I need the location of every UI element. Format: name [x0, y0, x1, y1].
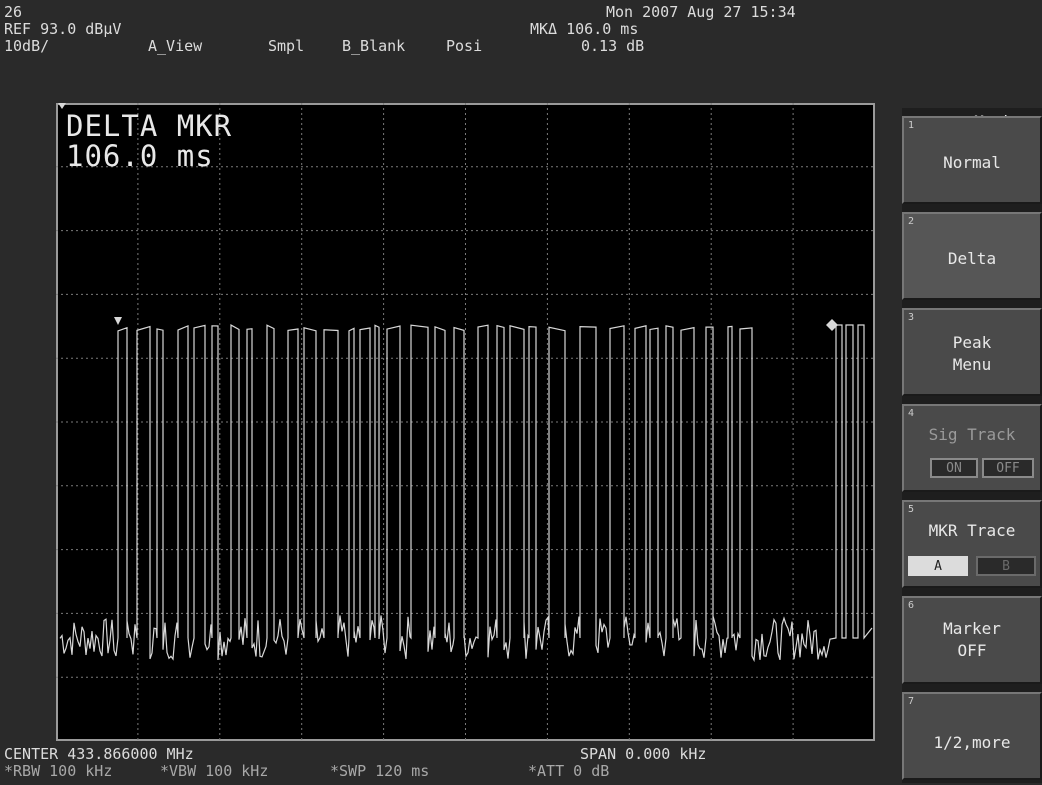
mkr-trace-b-option[interactable]: B [976, 556, 1036, 576]
softkey-label: MKR Trace [928, 521, 1016, 540]
softkey-number: 5 [908, 504, 915, 515]
graticule[interactable]: DELTA MKR 106.0 ms [56, 103, 875, 741]
rbw: *RBW 100 kHz [4, 762, 113, 780]
delta-marker-title: DELTA MKR [66, 109, 233, 143]
softkey-number: 3 [908, 312, 915, 323]
view-mode: A_View [148, 37, 203, 55]
sig-track-off-option[interactable]: OFF [982, 458, 1034, 478]
scale-div: 10dB/ [4, 37, 50, 55]
detector-mode: Smpl [268, 37, 305, 55]
softkey-number: 7 [908, 696, 915, 707]
screen-number: 26 [4, 3, 23, 21]
reference-level-marker [58, 103, 66, 109]
mkr-trace-a-option[interactable]: A [908, 556, 968, 576]
trace-b-mode: B_Blank [342, 37, 406, 55]
delta-marker [826, 319, 838, 331]
vbw: *VBW 100 kHz [160, 762, 269, 780]
softkey-more[interactable]: 7 1/2,more [902, 692, 1042, 780]
softkey-label: Normal [943, 153, 1001, 172]
softkey-label: 1/2,more [933, 733, 1011, 752]
softkey-sig-track[interactable]: 4 Sig Track ON OFF [902, 404, 1042, 492]
softkey-normal[interactable]: 1 Normal [902, 116, 1042, 204]
center-frequency: CENTER 433.866000 MHz [4, 745, 194, 763]
softkey-number: 4 [908, 408, 915, 419]
signal-trace [59, 324, 873, 663]
softkey-number: 6 [908, 600, 915, 611]
softkey-label: Peak Menu [952, 333, 992, 374]
softkey-number: 2 [908, 216, 915, 227]
span: SPAN 0.000 kHz [580, 745, 707, 763]
ref-level: REF 93.0 dBµV [4, 20, 122, 38]
trace-plot [56, 103, 875, 741]
sweep-time: *SWP 120 ms [330, 762, 430, 780]
softkey-delta[interactable]: 2 Delta [902, 212, 1042, 300]
softkey-label: Delta [947, 249, 997, 268]
sig-track-on-option[interactable]: ON [930, 458, 978, 478]
attenuation: *ATT 0 dB [528, 762, 610, 780]
softkey-mkr-trace[interactable]: 5 MKR Trace A B [902, 500, 1042, 588]
reference-marker [114, 317, 122, 325]
softkey-marker-off[interactable]: 6 Marker OFF [902, 596, 1042, 684]
softkey-label: Marker OFF [943, 619, 1001, 660]
datetime: Mon 2007 Aug 27 15:34 [606, 3, 796, 21]
softkey-number: 1 [908, 120, 915, 131]
delta-marker-value: 106.0 ms [66, 139, 214, 173]
softkey-label: Sig Track [928, 425, 1016, 444]
pos-mode: Posi [446, 37, 483, 55]
marker-delta-amp: 0.13 dB [581, 37, 645, 55]
marker-delta-time: MKΔ 106.0 ms [530, 20, 639, 38]
softkey-peak-menu[interactable]: 3 Peak Menu [902, 308, 1042, 396]
